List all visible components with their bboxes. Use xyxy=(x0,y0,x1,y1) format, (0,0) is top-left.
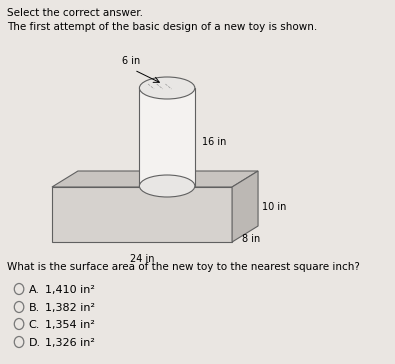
Text: 16 in: 16 in xyxy=(202,137,226,147)
Text: C.: C. xyxy=(28,320,40,330)
Polygon shape xyxy=(52,171,258,187)
Text: The first attempt of the basic design of a new toy is shown.: The first attempt of the basic design of… xyxy=(7,22,317,32)
Text: 1,354 in²: 1,354 in² xyxy=(45,320,95,330)
Text: 1,382 in²: 1,382 in² xyxy=(45,303,95,313)
Text: A.: A. xyxy=(28,285,40,295)
Text: 8 in: 8 in xyxy=(242,234,260,244)
Text: 24 in: 24 in xyxy=(130,254,154,264)
Text: 10 in: 10 in xyxy=(262,202,287,211)
Text: Select the correct answer.: Select the correct answer. xyxy=(7,8,143,18)
Polygon shape xyxy=(139,88,195,186)
Text: B.: B. xyxy=(28,303,40,313)
Ellipse shape xyxy=(139,77,195,99)
Polygon shape xyxy=(52,187,232,242)
Polygon shape xyxy=(232,171,258,242)
Text: What is the surface area of the new toy to the nearest square inch?: What is the surface area of the new toy … xyxy=(7,262,360,272)
Ellipse shape xyxy=(139,175,195,197)
Text: D.: D. xyxy=(28,338,41,348)
Text: 6 in: 6 in xyxy=(122,56,140,66)
Text: 1,326 in²: 1,326 in² xyxy=(45,338,95,348)
Text: 1,410 in²: 1,410 in² xyxy=(45,285,95,295)
